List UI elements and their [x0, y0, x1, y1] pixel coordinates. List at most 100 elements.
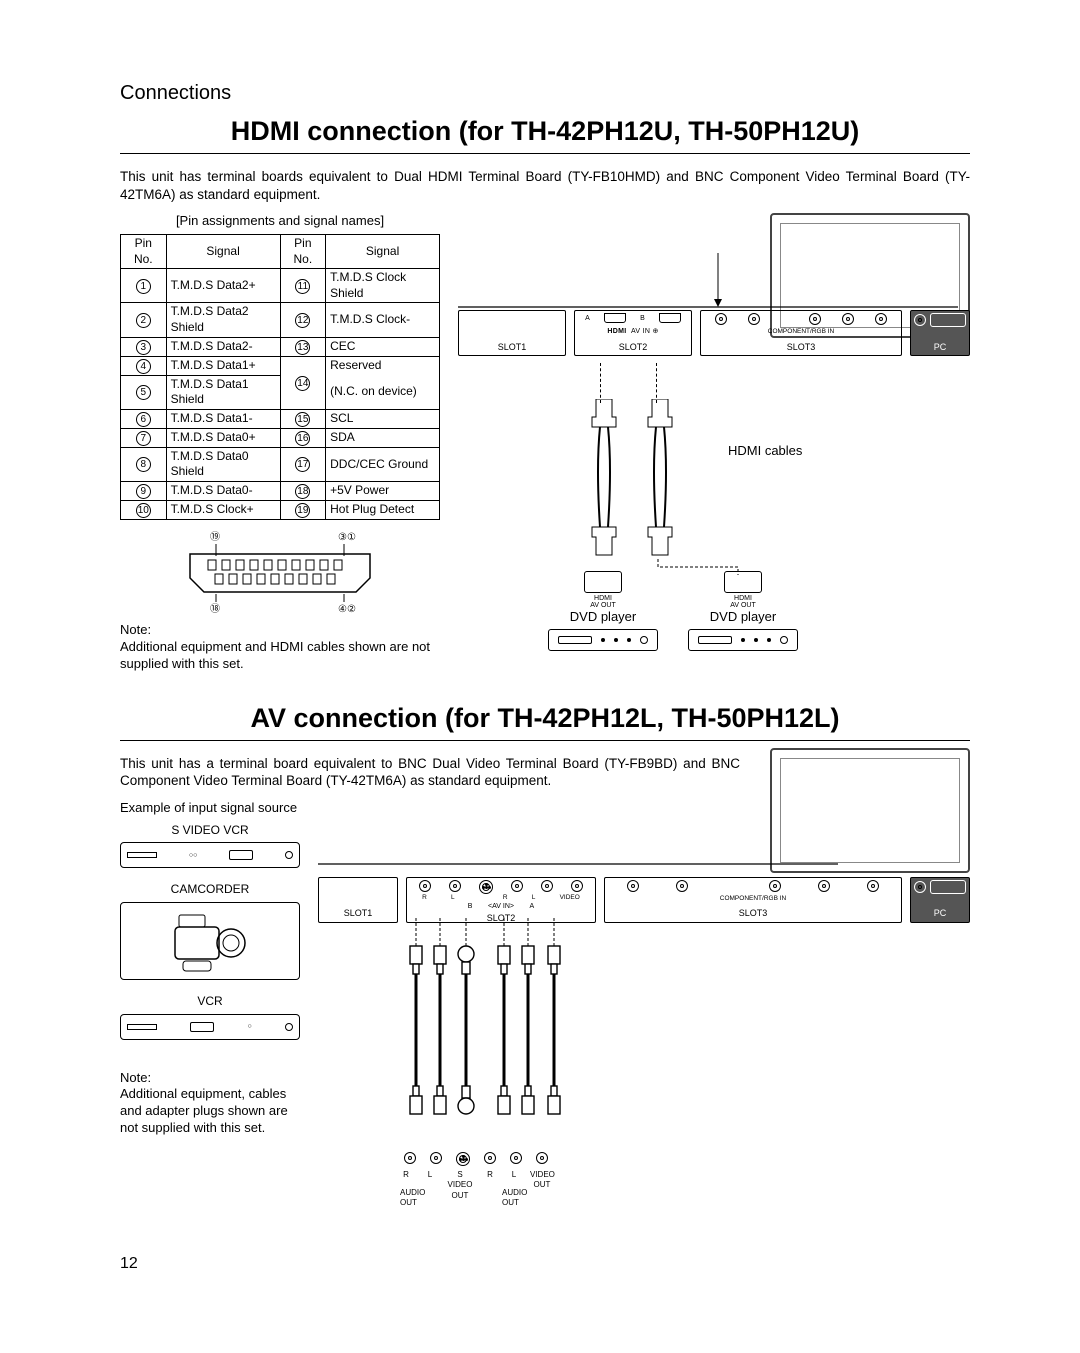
jack-icon	[914, 314, 926, 326]
slot3: COMPONENT/RGB IN SLOT3	[604, 877, 902, 923]
note-body: Additional equipment and HDMI cables sho…	[120, 639, 430, 671]
jack-icon	[419, 880, 431, 892]
pin-num: 2	[136, 313, 151, 328]
av-row: Example of input signal source S VIDEO V…	[120, 800, 970, 1230]
pc-label: PC	[914, 908, 966, 920]
dvd-label: DVD player	[688, 609, 798, 626]
hdmi-left-col: [Pin assignments and signal names] Pin N…	[120, 213, 440, 673]
back-panel: SLOT1 A B HDMI AV IN ⊕ SLOT2	[458, 303, 970, 363]
table-row: 2 T.M.D.S Data2 Shield 12 T.M.D.S Clock-	[121, 303, 440, 337]
dvd-box-icon	[688, 629, 798, 651]
dsub-icon	[930, 880, 966, 894]
audio-out-label-b: AUDIOOUT	[400, 1188, 425, 1209]
jack-icon	[404, 1152, 416, 1164]
av-note: Note: Additional equipment, cables and a…	[120, 1070, 300, 1138]
slot2: RLRLVIDEO B <AV IN> A SLOT2	[406, 877, 596, 923]
source-caption: Example of input signal source	[120, 800, 300, 817]
slot3-top: COMPONENT/RGB IN	[704, 328, 898, 336]
pin-sig: SCL	[326, 409, 440, 428]
hdmi-cable-icon	[630, 399, 690, 569]
jack-icon	[430, 1152, 442, 1164]
av-cables-icon	[404, 918, 624, 1148]
pin-sig: Hot Plug Detect	[326, 501, 440, 520]
pin-num: 4	[136, 359, 151, 374]
table-row: 7 T.M.D.S Data0+ 16 SDA	[121, 428, 440, 447]
slot3: COMPONENT/RGB IN SLOT3	[700, 310, 902, 356]
jack-icon	[676, 880, 688, 892]
table-row: 8 T.M.D.S Data0 Shield 17 DDC/CEC Ground	[121, 447, 440, 481]
pin-num: 17	[295, 457, 310, 472]
jack-icon	[875, 313, 887, 325]
dvd-box-icon	[548, 629, 658, 651]
hdmi-intro: This unit has terminal boards equivalent…	[120, 168, 970, 203]
pin-num: 5	[136, 385, 151, 400]
pin-num: 19	[295, 503, 310, 518]
pin-num: 10	[136, 503, 151, 518]
pin-sig: T.M.D.S Data2+	[166, 269, 280, 303]
jack-icon	[449, 880, 461, 892]
pin-num: 8	[136, 457, 151, 472]
note-body: Additional equipment, cables and adapter…	[120, 1086, 288, 1135]
audio-out-label-a: AUDIOOUT	[502, 1188, 527, 1209]
hdmi-note: Note: Additional equipment and HDMI cabl…	[120, 622, 440, 673]
svg-text:③①: ③①	[338, 532, 356, 543]
slot1-label: SLOT1	[322, 908, 394, 920]
pin-sig: SDA	[326, 428, 440, 447]
note-title: Note:	[120, 1070, 300, 1087]
jack-icon	[571, 880, 583, 892]
pin-sig: CEC	[326, 337, 440, 356]
camcorder-icon	[120, 902, 300, 980]
hdmi-cable-icon	[574, 399, 634, 569]
hdmi-port-icon	[659, 313, 681, 323]
av-intro: This unit has a terminal board equivalen…	[120, 755, 740, 790]
jack-icon	[510, 1152, 522, 1164]
slot3-label: SLOT3	[704, 342, 898, 354]
pin-sig: T.M.D.S Clock-	[326, 303, 440, 337]
pin-sig: T.M.D.S Clock Shield	[326, 269, 440, 303]
dsub-icon	[930, 313, 966, 327]
av-section: AV connection (for TH-42PH12L, TH-50PH12…	[120, 701, 970, 1230]
pin-num: 15	[295, 412, 310, 427]
output-jacks	[404, 1152, 548, 1166]
hdmi-out-label: HDMIAV OUT	[688, 595, 798, 609]
pin-num: 18	[295, 484, 310, 499]
jack-icon	[842, 313, 854, 325]
dvd-label: DVD player	[548, 609, 658, 626]
pin-sig: T.M.D.S Clock+	[166, 501, 280, 520]
section-label: Connections	[120, 80, 970, 106]
jack-icon	[914, 881, 926, 893]
pc-slot: PC	[910, 877, 970, 923]
pin-num: 9	[136, 484, 151, 499]
hdmi-cables-label: HDMI cables	[728, 443, 802, 460]
jack-icon	[715, 313, 727, 325]
hdmi-out-label: HDMIAV OUT	[548, 595, 658, 609]
table-row: 5 T.M.D.S Data1 Shield (N.C. on device)	[121, 375, 440, 409]
slot3-top: COMPONENT/RGB IN	[608, 895, 898, 903]
dvd-player: HDMIAV OUT DVD player	[548, 571, 658, 651]
slot1: SLOT1	[458, 310, 566, 356]
slot1-label: SLOT1	[462, 342, 562, 354]
vcr-icon: ○	[120, 1014, 300, 1040]
jack-icon	[536, 1152, 548, 1164]
jack-icon	[818, 880, 830, 892]
pin-num: 3	[136, 340, 151, 355]
pin-sig: T.M.D.S Data1-	[166, 409, 280, 428]
pin-sig: T.M.D.S Data0 Shield	[166, 447, 280, 481]
av-title: AV connection (for TH-42PH12L, TH-50PH12…	[120, 701, 970, 741]
av-right-col: SLOT1 RLRLVIDEO B <AV IN> A SLOT2	[318, 800, 970, 1230]
pin-sig: (N.C. on device)	[326, 375, 440, 409]
jack-icon	[867, 880, 879, 892]
hdmi-port-icon	[604, 313, 626, 323]
jack-icon	[484, 1152, 496, 1164]
svg-text:⑲: ⑲	[210, 531, 220, 543]
th-sig-a: Signal	[166, 235, 280, 269]
pin-sig: T.M.D.S Data0+	[166, 428, 280, 447]
pin-sig: +5V Power	[326, 482, 440, 501]
th-sig-b: Signal	[326, 235, 440, 269]
pin-table: Pin No. Signal Pin No. Signal 1 T.M.D.S …	[120, 234, 440, 520]
jack-icon	[511, 880, 523, 892]
pin-sig: T.M.D.S Data0-	[166, 482, 280, 501]
pin-sig: T.M.D.S Data1+	[166, 356, 280, 375]
th-pin-b: Pin No.	[280, 235, 326, 269]
svideo-jack-icon	[456, 1152, 470, 1166]
